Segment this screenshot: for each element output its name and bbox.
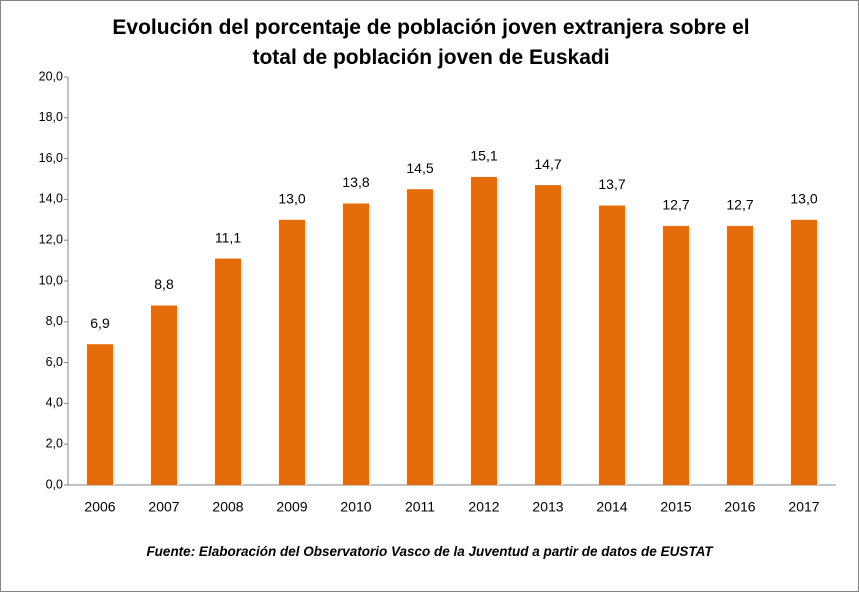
bar [599, 205, 625, 485]
value-label: 14,5 [406, 160, 433, 176]
bar [407, 189, 433, 485]
x-tick-label: 2013 [532, 499, 563, 515]
y-tick-label: 6,0 [46, 355, 63, 369]
x-tick-label: 2015 [660, 499, 691, 515]
y-tick-label: 10,0 [39, 273, 63, 287]
x-tick-label: 2010 [340, 499, 371, 515]
x-tick-label: 2006 [84, 499, 115, 515]
value-label: 11,1 [215, 229, 241, 245]
value-label: 12,7 [662, 197, 689, 213]
value-label: 8,8 [154, 276, 174, 292]
x-tick-label: 2016 [724, 499, 755, 515]
bar [215, 258, 241, 485]
y-tick-label: 14,0 [39, 192, 63, 206]
bar [151, 305, 177, 485]
value-label: 13,7 [598, 176, 625, 192]
source-note: Fuente: Elaboración del Observatorio Vas… [146, 544, 713, 559]
bar [727, 225, 753, 486]
y-tick-label: 0,0 [46, 477, 63, 491]
y-tick-label: 2,0 [46, 436, 63, 450]
bar [663, 225, 689, 486]
value-label: 12,7 [726, 197, 753, 213]
chart-title: Evolución del porcentaje de población jo… [112, 16, 750, 69]
x-tick-label: 2011 [405, 499, 435, 515]
bar [343, 203, 369, 486]
bar [535, 185, 561, 485]
x-tick-label: 2017 [788, 499, 819, 515]
x-tick-label: 2012 [468, 499, 499, 515]
value-label: 14,7 [534, 156, 561, 172]
value-label: 15,1 [470, 148, 497, 164]
y-tick-label: 16,0 [39, 151, 63, 165]
bar [471, 176, 497, 485]
bar [279, 219, 305, 486]
y-tick-label: 20,0 [39, 69, 63, 83]
y-tick-label: 12,0 [39, 232, 63, 246]
bar [87, 344, 113, 485]
value-label: 13,0 [278, 191, 305, 207]
y-tick-label: 18,0 [39, 110, 63, 124]
value-label: 6,9 [90, 315, 110, 331]
y-tick-label: 4,0 [46, 396, 63, 410]
bar [791, 219, 817, 486]
value-label: 13,0 [790, 191, 817, 207]
x-tick-label: 2014 [596, 499, 627, 515]
x-tick-label: 2007 [148, 499, 179, 515]
y-tick-label: 8,0 [46, 314, 63, 328]
x-tick-label: 2009 [276, 499, 307, 515]
x-tick-label: 2008 [212, 499, 243, 515]
value-label: 13,8 [342, 174, 369, 190]
